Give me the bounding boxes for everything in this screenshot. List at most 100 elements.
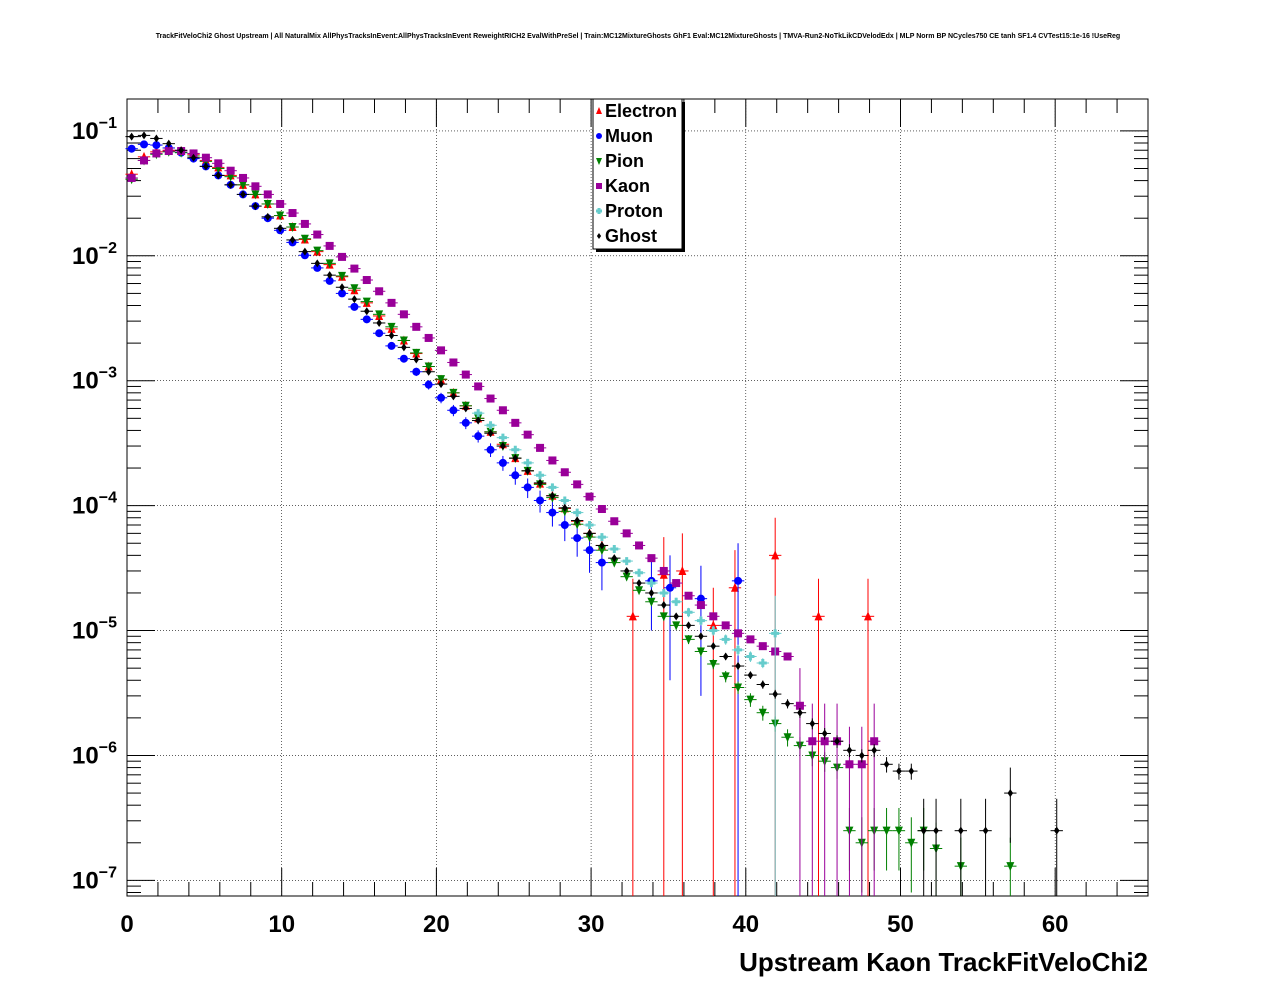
data-point [696, 616, 705, 625]
axis-ticks [126, 99, 1149, 896]
data-point [487, 429, 494, 438]
data-point [338, 252, 347, 261]
data-point [746, 695, 755, 705]
data-point [1053, 826, 1060, 835]
data-point [734, 683, 743, 693]
series-muon [125, 140, 745, 896]
data-point [201, 153, 210, 162]
data-point [326, 271, 333, 280]
data-point [449, 406, 458, 415]
data-point [313, 230, 322, 239]
data-point [203, 162, 209, 171]
data-point [920, 826, 927, 835]
data-point [548, 508, 557, 517]
data-point [845, 760, 854, 769]
data-point [548, 456, 557, 465]
data-point [820, 737, 829, 746]
data-point [709, 659, 718, 669]
data-point [438, 380, 444, 389]
y-tick-label-2: 10−5 [72, 615, 117, 645]
data-point [908, 767, 915, 776]
data-point [425, 367, 432, 376]
data-point [684, 608, 693, 617]
data-point [573, 520, 582, 530]
data-point [659, 588, 668, 597]
series-electron [125, 145, 875, 896]
data-point [659, 566, 668, 575]
data-point [523, 458, 532, 467]
data-point [599, 541, 605, 550]
data-point [721, 672, 730, 682]
data-point [597, 546, 606, 556]
data-point [227, 180, 234, 189]
data-point [783, 733, 792, 743]
x-tick-label-1: 10 [268, 911, 295, 938]
legend-marker-kaon [596, 183, 602, 189]
data-point [585, 546, 594, 555]
data-point [635, 586, 644, 596]
data-point [735, 662, 741, 671]
data-point [561, 503, 568, 512]
legend-marker-ghost [596, 233, 602, 239]
data-point [958, 826, 964, 835]
data-point [376, 318, 382, 327]
data-point [834, 737, 840, 746]
data-point [424, 333, 433, 342]
data-point [288, 209, 297, 218]
data-point [610, 558, 619, 568]
data-point [560, 496, 569, 505]
data-point [413, 355, 420, 364]
data-point [153, 134, 160, 143]
data-point [152, 141, 161, 150]
data-point [859, 751, 865, 760]
data-point [276, 211, 285, 221]
y-tick-label-4: 10−3 [72, 365, 117, 395]
data-point [809, 719, 816, 728]
legend: Electron Muon Pion Kaon Proton Ghost [592, 98, 685, 252]
data-point [672, 597, 681, 606]
legend-marker-pion [596, 158, 602, 165]
x-tick-label-3: 30 [578, 911, 605, 938]
data-point [636, 579, 642, 588]
data-point [560, 468, 569, 477]
data-point [263, 190, 272, 199]
series-kaon [125, 147, 881, 896]
data-point [1006, 862, 1015, 872]
data-point [362, 297, 371, 307]
data-point [622, 557, 631, 566]
data-point [511, 471, 520, 480]
data-point [399, 354, 408, 363]
data-point [240, 190, 246, 199]
data-point [597, 533, 606, 542]
data-point [251, 182, 260, 191]
data-point [536, 496, 545, 505]
data-point [474, 409, 483, 418]
data-point [424, 380, 433, 389]
data-point [586, 529, 593, 538]
data-point [314, 259, 321, 268]
data-point [313, 246, 322, 256]
data-point [152, 149, 161, 158]
data-point [560, 507, 569, 517]
data-point [574, 516, 580, 525]
data-point [846, 746, 853, 755]
x-tick-label-5: 50 [887, 911, 914, 938]
data-point [734, 576, 743, 585]
data-point [560, 520, 569, 529]
data-point [597, 504, 606, 513]
data-point [721, 621, 730, 630]
data-point [722, 652, 729, 661]
data-point [251, 190, 260, 200]
data-point [523, 430, 532, 439]
data-point [401, 343, 407, 352]
data-point [350, 264, 359, 273]
x-tick-label-2: 20 [423, 911, 450, 938]
data-point [678, 565, 687, 575]
data-point [486, 421, 495, 430]
data-point [511, 445, 520, 454]
x-tick-label-4: 40 [732, 911, 759, 938]
data-point [437, 375, 446, 385]
data-point [288, 223, 297, 233]
data-point [375, 329, 384, 338]
